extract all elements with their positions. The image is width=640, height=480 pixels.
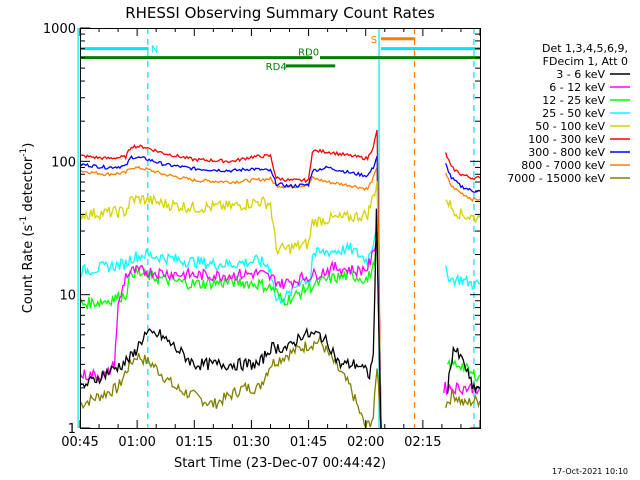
x-tick-label-2: 01:15 bbox=[176, 435, 213, 450]
x-tick-label-1: 01:00 bbox=[118, 435, 155, 450]
y-tick-label-1: 10 bbox=[59, 289, 76, 304]
series-3-6-kev-line-2 bbox=[446, 345, 480, 395]
legend-label-8: 7000 - 15000 keV bbox=[507, 172, 605, 185]
series-100-300-kev-line bbox=[80, 129, 382, 428]
x-tick-label-5: 02:00 bbox=[347, 435, 384, 450]
series-800-7000-kev-line bbox=[80, 165, 382, 428]
series-100-300-kev-line-2 bbox=[445, 152, 480, 181]
legend: Det 1,3,4,5,6,9, FDecim 1, Att 0 7000 - … bbox=[507, 42, 630, 185]
axes: 00:45 01:00 01:15 01:30 01:45 02:00 02:15 1 10 10… bbox=[43, 22, 481, 450]
y-tick-label-2: 100 bbox=[51, 155, 76, 170]
flag-label-s: S bbox=[371, 35, 377, 46]
y-axis-label: Count Rate (s-1 detector-1) bbox=[19, 143, 36, 314]
flag-label-rd0: RD0 bbox=[298, 48, 319, 59]
series-50-100-kev-line bbox=[80, 181, 382, 428]
timestamp: 17-Oct-2021 10:10 bbox=[552, 467, 628, 476]
x-tick-label-4: 01:45 bbox=[290, 435, 327, 450]
x-tick-label-6: 02:15 bbox=[404, 435, 441, 450]
series-3-6-kev-line bbox=[80, 208, 382, 428]
legend-label-3: 25 - 50 keV bbox=[542, 107, 605, 120]
series-800-7000-kev-line-2 bbox=[445, 172, 480, 203]
plot-area: N RD0 RD4 S bbox=[77, 28, 480, 428]
y-tick-label-3: 1000 bbox=[43, 22, 76, 37]
series-7000-15000-kev-line bbox=[80, 333, 382, 428]
chart-title: RHESSI Observing Summary Count Rates bbox=[125, 4, 435, 22]
series-12-25-kev-line-2 bbox=[447, 358, 480, 382]
legend-label-5: 100 - 300 keV bbox=[528, 133, 605, 146]
legend-label-6: 300 - 800 keV bbox=[528, 146, 605, 159]
legend-label-4: 50 - 100 keV bbox=[535, 120, 605, 133]
series-25-50-kev-line bbox=[80, 226, 382, 428]
x-tick-label-0: 00:45 bbox=[61, 435, 98, 450]
legend-header-detectors: Det 1,3,4,5,6,9, bbox=[542, 42, 628, 55]
plot-frame bbox=[80, 28, 481, 429]
x-tick-label-3: 01:30 bbox=[233, 435, 270, 450]
legend-header-decim: FDecim 1, Att 0 bbox=[543, 55, 628, 68]
legend-label-7: 800 - 7000 keV bbox=[521, 159, 605, 172]
series-7000-15000-kev-line-2 bbox=[445, 388, 480, 409]
series-6-12-kev-line bbox=[80, 232, 382, 428]
legend-label-1: 6 - 12 keV bbox=[549, 81, 605, 94]
series-300-800-kev-line bbox=[80, 154, 382, 428]
y-tick-label-0: 1 bbox=[68, 422, 76, 437]
series-50-100-kev-line-2 bbox=[445, 199, 480, 224]
series-300-800-kev-line-2 bbox=[445, 163, 480, 193]
legend-label-2: 12 - 25 keV bbox=[542, 94, 605, 107]
series-25-50-kev-line-2 bbox=[445, 265, 480, 290]
flag-label-n: N bbox=[151, 45, 158, 56]
x-axis-label: Start Time (23-Dec-07 00:44:42) bbox=[174, 456, 386, 471]
flag-label-rd4: RD4 bbox=[266, 62, 287, 73]
legend-label-0: 3 - 6 keV bbox=[556, 68, 605, 81]
